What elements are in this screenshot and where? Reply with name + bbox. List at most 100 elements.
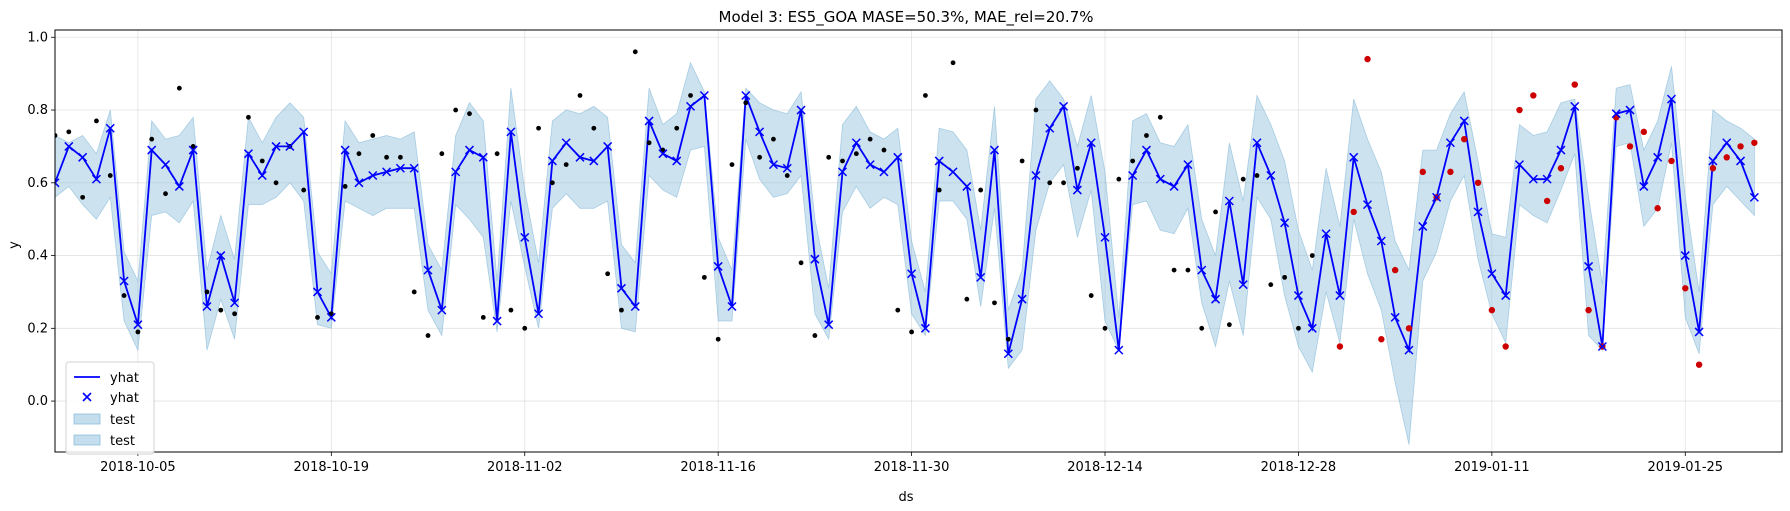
forecast-marker bbox=[395, 163, 405, 173]
test-point bbox=[1364, 55, 1371, 63]
forecast-marker bbox=[948, 167, 958, 177]
y-axis-label: y bbox=[7, 241, 22, 249]
test-point bbox=[1488, 306, 1496, 314]
confidence-band bbox=[55, 61, 1755, 445]
legend-label-test-1: test bbox=[110, 413, 135, 428]
forecast-marker bbox=[216, 251, 226, 261]
actual-point bbox=[1309, 253, 1315, 258]
forecast-marker bbox=[326, 312, 336, 322]
forecast-marker bbox=[1584, 261, 1594, 271]
forecast-marker bbox=[630, 301, 640, 312]
forecast-marker bbox=[1749, 192, 1759, 202]
forecast-marker bbox=[782, 163, 792, 173]
forecast-marker bbox=[851, 138, 861, 148]
test-point bbox=[1474, 179, 1482, 186]
test-point bbox=[1405, 325, 1413, 332]
forecast-marker bbox=[271, 141, 281, 151]
actual-point bbox=[591, 125, 597, 131]
actual-point bbox=[688, 93, 693, 98]
forecast-marker bbox=[1570, 101, 1580, 111]
forecast-marker bbox=[1155, 174, 1165, 184]
actual-point bbox=[190, 144, 196, 149]
forecast-marker bbox=[478, 152, 488, 162]
forecast-marker bbox=[1293, 291, 1303, 301]
legend-x-swatch bbox=[82, 392, 92, 402]
actual-point bbox=[577, 93, 583, 98]
actual-point bbox=[55, 133, 58, 138]
actual-point bbox=[1282, 274, 1288, 280]
forecast-marker bbox=[1459, 116, 1469, 126]
forecast-marker bbox=[561, 138, 571, 148]
legend-label-yhat-marker: yhat bbox=[110, 391, 139, 406]
forecast-marker bbox=[796, 105, 806, 115]
forecast-marker bbox=[1666, 94, 1677, 104]
legend-band-swatch-2 bbox=[73, 434, 101, 446]
actual-point bbox=[867, 136, 873, 142]
forecast-marker bbox=[1086, 138, 1096, 148]
forecast-marker bbox=[575, 152, 585, 162]
actual-point bbox=[1019, 158, 1025, 164]
forecast-marker bbox=[686, 101, 696, 111]
forecast-marker bbox=[768, 160, 778, 170]
y-tick-label: 0.4 bbox=[27, 249, 48, 264]
forecast-marker bbox=[534, 309, 544, 319]
actual-point bbox=[729, 162, 735, 168]
test-point bbox=[1516, 106, 1523, 114]
actual-point bbox=[1171, 267, 1177, 273]
forecast-marker bbox=[1722, 138, 1732, 148]
forecast-marker bbox=[243, 149, 253, 159]
actual-point bbox=[66, 129, 72, 135]
actual-point bbox=[1102, 325, 1108, 331]
forecast-marker bbox=[1321, 229, 1331, 239]
forecast-marker bbox=[1003, 349, 1013, 359]
forecast-marker bbox=[1280, 218, 1290, 228]
forecast-marker bbox=[1597, 341, 1607, 352]
actual-point bbox=[715, 336, 721, 342]
forecast-marker bbox=[202, 301, 212, 312]
actual-point bbox=[1199, 325, 1205, 331]
actual-point bbox=[549, 180, 555, 186]
actual-point bbox=[135, 329, 141, 335]
forecast-marker bbox=[354, 178, 364, 188]
forecast-marker bbox=[492, 316, 502, 326]
forecast-marker bbox=[1542, 174, 1552, 184]
x-tick-label: 2018-10-19 bbox=[294, 460, 370, 475]
actual-point bbox=[204, 289, 210, 295]
forecast-marker bbox=[837, 167, 848, 177]
forecast-marker bbox=[1445, 138, 1455, 148]
actual-point bbox=[909, 329, 914, 335]
actual-point bbox=[1130, 158, 1136, 164]
forecast-marker bbox=[1680, 251, 1690, 261]
test-point bbox=[1391, 266, 1399, 274]
actual-point bbox=[80, 194, 86, 200]
test-point bbox=[1502, 343, 1509, 350]
forecast-marker bbox=[1514, 160, 1525, 170]
forecast-marker bbox=[1211, 294, 1221, 304]
forecast-marker bbox=[257, 170, 267, 181]
actual-point bbox=[439, 151, 445, 157]
forecast-marker bbox=[976, 272, 986, 282]
actual-point bbox=[328, 311, 334, 317]
forecast-marker bbox=[312, 287, 323, 297]
forecast-marker bbox=[1473, 207, 1483, 217]
actual-point bbox=[1116, 176, 1122, 182]
forecast-marker bbox=[1418, 221, 1428, 231]
actual-point bbox=[467, 111, 472, 117]
forecast-marker bbox=[1404, 345, 1414, 355]
forecast-marker bbox=[1362, 200, 1373, 210]
forecast-marker bbox=[1059, 101, 1069, 111]
forecast-marker bbox=[1736, 156, 1746, 166]
chart-title: Model 3: ES5_GOA MASE=50.3%, MAE_rel=20.… bbox=[719, 8, 1094, 27]
actual-point bbox=[964, 296, 970, 302]
forecast-marker bbox=[55, 178, 60, 188]
actual-point bbox=[632, 49, 638, 55]
forecast-marker bbox=[1653, 152, 1663, 162]
actual-point bbox=[784, 173, 790, 178]
series-group bbox=[55, 49, 1759, 445]
actual-point bbox=[563, 162, 569, 168]
x-tick-label: 2018-12-28 bbox=[1261, 460, 1337, 475]
actual-point bbox=[1005, 336, 1011, 342]
forecast-marker bbox=[658, 149, 668, 159]
forecast-marker bbox=[1708, 156, 1718, 166]
forecast-marker bbox=[64, 141, 74, 151]
